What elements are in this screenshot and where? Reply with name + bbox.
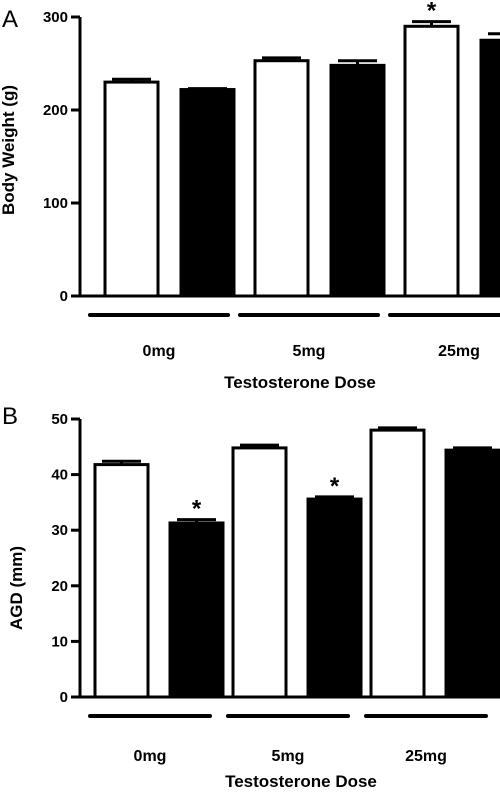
- panel-label-b: B: [2, 403, 18, 430]
- y-tick-label-a: 100: [43, 195, 68, 212]
- bar-white-25mg: [403, 24, 460, 298]
- y-tick-label-a: 0: [60, 288, 68, 305]
- bar-black-5mg: [329, 63, 386, 298]
- y-tick-label-b: 10: [51, 633, 68, 650]
- bar-white-0mg: [93, 463, 150, 699]
- y-tick-label-b: 0: [60, 689, 68, 706]
- y-axis-label-a: Body Weight (g): [0, 85, 18, 215]
- significance-marker: *: [427, 0, 437, 25]
- category-label-5mg: 5mg: [272, 748, 305, 765]
- y-tick-label-a: 200: [43, 102, 68, 119]
- bar-black-0mg: [179, 88, 236, 298]
- bar-black-0mg: [168, 521, 225, 699]
- category-label-0mg: 0mg: [134, 748, 167, 765]
- x-axis-label-b: Testosterone Dose: [225, 772, 377, 791]
- significance-marker: *: [192, 496, 202, 523]
- bar-white-5mg: [253, 59, 310, 298]
- y-tick-label-b: 50: [51, 411, 68, 428]
- panel-label-a: A: [2, 6, 18, 33]
- y-tick-label-b: 30: [51, 522, 68, 539]
- y-tick-label-b: 20: [51, 578, 68, 595]
- significance-marker: *: [330, 473, 340, 500]
- bar-white-0mg: [103, 80, 160, 298]
- bar-white-5mg: [231, 446, 288, 699]
- y-tick-label-b: 40: [51, 467, 68, 484]
- category-label-25mg: 25mg: [438, 343, 480, 360]
- bar-white-25mg: [369, 428, 426, 699]
- bar-black-25mg: [479, 38, 500, 298]
- bar-black-25mg: [444, 448, 500, 699]
- chart-panel-b: B AGD (mm) Testosterone Dose 0 10 20 30 40 50…: [2, 403, 500, 791]
- category-label-5mg: 5mg: [293, 343, 326, 360]
- x-axis-label-a: Testosterone Dose: [224, 373, 376, 392]
- bar-black-5mg: [306, 497, 363, 699]
- y-axis-label-b: AGD (mm): [7, 546, 26, 630]
- category-label-25mg: 25mg: [405, 748, 447, 765]
- y-tick-label-a: 300: [43, 9, 68, 26]
- category-label-0mg: 0mg: [143, 343, 176, 360]
- chart-panel-a: A Body Weight (g) Testosterone Dose 0 100…: [0, 0, 500, 392]
